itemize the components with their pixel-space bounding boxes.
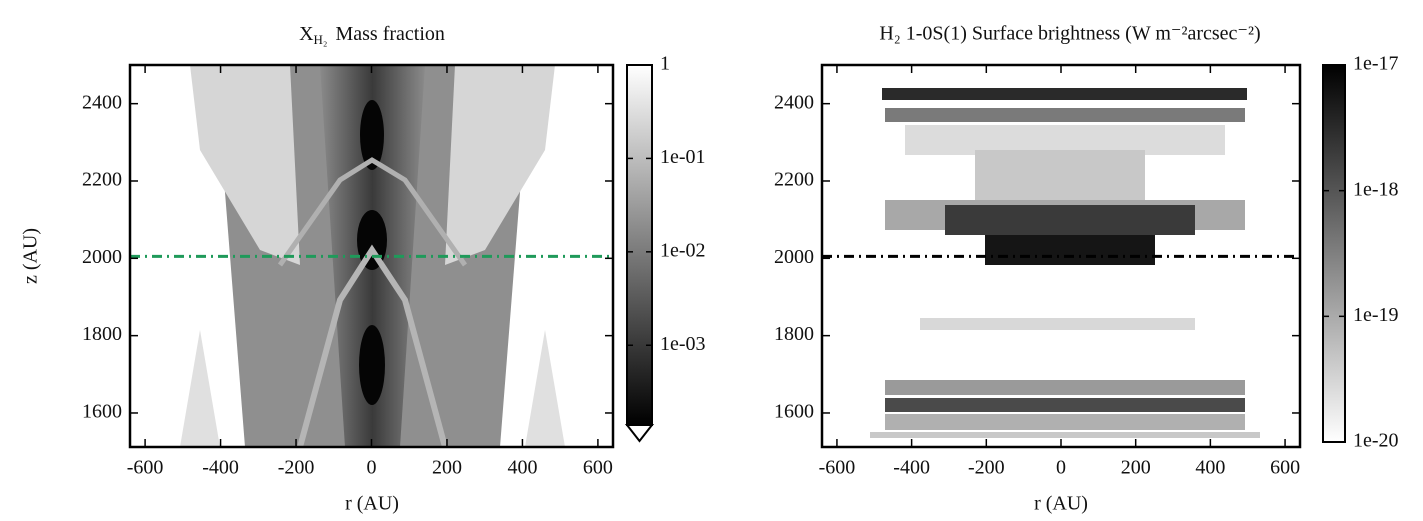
x-tick-label: 400 xyxy=(507,457,537,479)
y-tick-label: 2400 xyxy=(82,91,122,113)
colorbar-tick-label: 1e-20 xyxy=(1353,430,1399,452)
colorbar-tick-label: 1e-19 xyxy=(1353,304,1399,326)
x-axis-label: r (AU) xyxy=(1034,493,1088,515)
y-tick-label: 2200 xyxy=(82,169,122,191)
x-tick-label: -600 xyxy=(127,457,164,479)
x-tick-label: 200 xyxy=(432,457,462,479)
colorbar-extension xyxy=(624,424,655,443)
y-tick-label: 2400 xyxy=(774,91,814,113)
x-tick-label: -200 xyxy=(968,457,1005,479)
x-tick-label: 400 xyxy=(1195,457,1225,479)
x-tick-label: -400 xyxy=(893,457,930,479)
colorbar-tick-label: 1e-18 xyxy=(1353,178,1399,200)
x-tick-label: 600 xyxy=(583,457,613,479)
colorbar-tick-label: 1e-17 xyxy=(1353,53,1399,75)
x-tick-label: 200 xyxy=(1121,457,1151,479)
y-tick-label: 2000 xyxy=(82,246,122,268)
panel-title: H₂ 1-0S(1) Surface brightness (W m⁻²arcs… xyxy=(879,23,1260,45)
x-tick-label: -600 xyxy=(819,457,856,479)
x-tick-label: 600 xyxy=(1270,457,1300,479)
x-tick-label: 0 xyxy=(367,457,377,479)
y-tick-label: 2200 xyxy=(774,169,814,191)
y-tick-label: 1600 xyxy=(774,401,814,423)
title-main: X xyxy=(299,23,314,45)
y-tick-label: 1600 xyxy=(82,401,122,423)
x-tick-label: -400 xyxy=(202,457,239,479)
x-tick-label: -200 xyxy=(278,457,315,479)
title-suffix: Mass fraction xyxy=(335,23,444,45)
x-axis-label: r (AU) xyxy=(345,493,399,515)
colorbar-tick-label: 1e-03 xyxy=(660,333,706,355)
colorbar-tick-label: 1e-02 xyxy=(660,239,706,261)
y-tick-label: 1800 xyxy=(82,323,122,345)
panel-title: XH₂ Mass fraction xyxy=(299,23,445,47)
x-tick-label: 0 xyxy=(1056,457,1066,479)
y-tick-label: 1800 xyxy=(774,323,814,345)
colorbar xyxy=(1322,64,1346,443)
colorbar-tick-label: 1e-01 xyxy=(660,146,706,168)
y-axis-label: z (AU) xyxy=(20,228,42,284)
y-tick-label: 2000 xyxy=(774,246,814,268)
colorbar-tick-label: 1 xyxy=(660,53,670,75)
colorbar xyxy=(626,64,653,426)
title-subscript: H₂ xyxy=(314,32,328,47)
